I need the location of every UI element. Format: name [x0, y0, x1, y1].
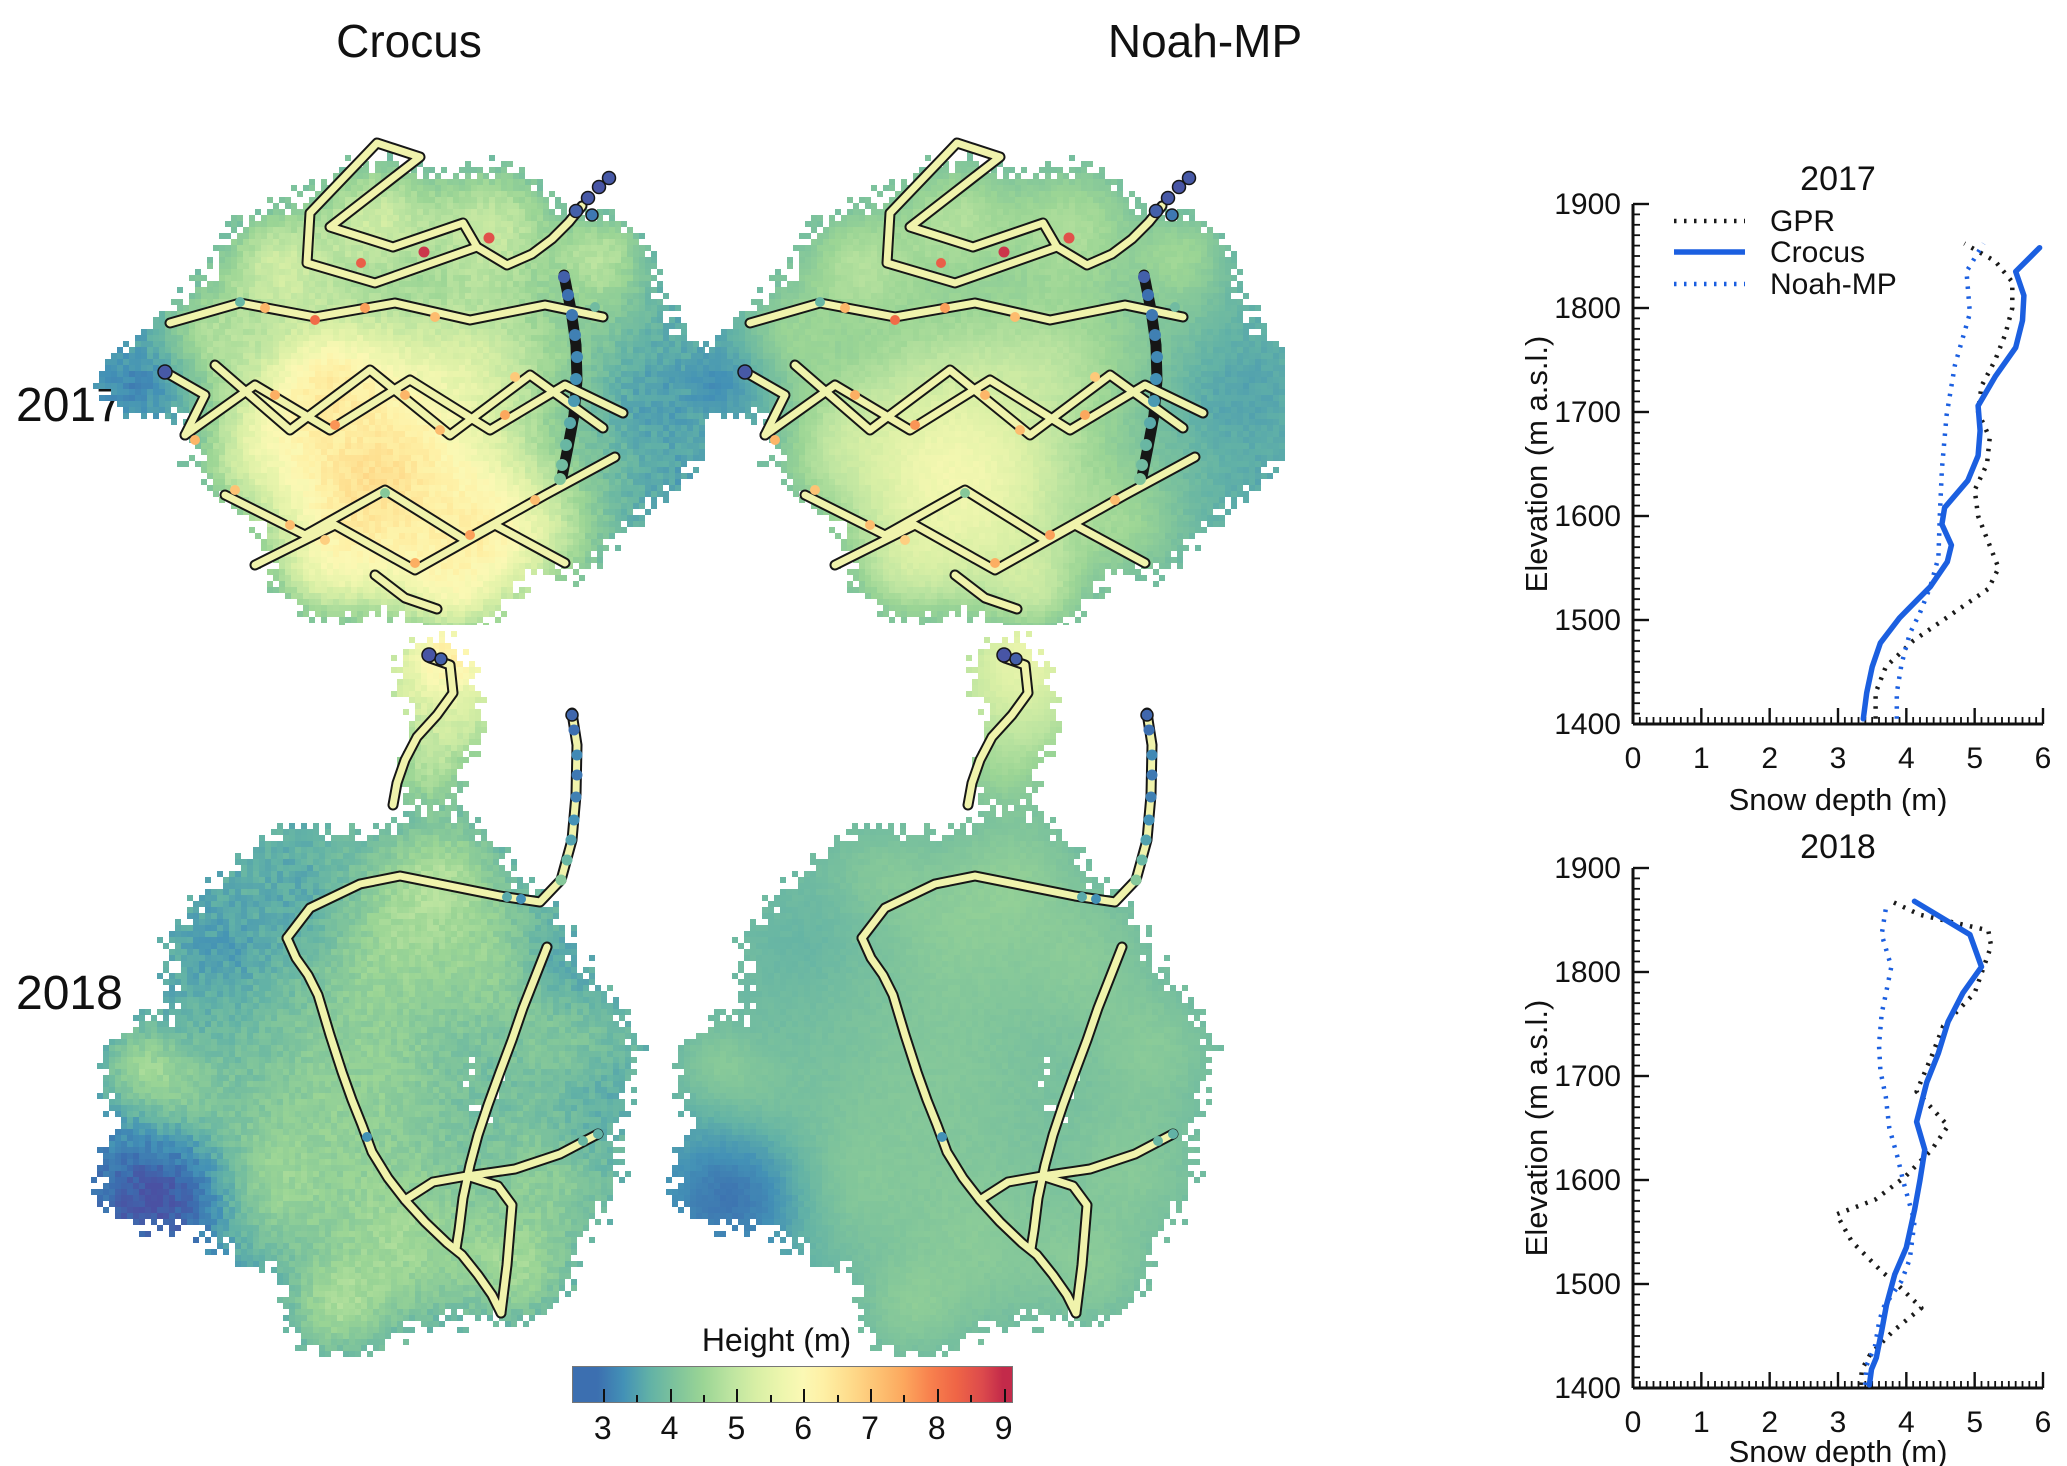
colorbar-tick-label: 9	[994, 1410, 1013, 1446]
profile-plot-2017: 0 1 2 3 4 5 6 1400 1500 1600 1700 1800 1900 Snow dept…	[1519, 160, 2052, 816]
svg-text:1900: 1900	[1554, 852, 1621, 885]
svg-text:1500: 1500	[1554, 604, 1621, 637]
svg-text:Elevation (m a.s.l.): Elevation (m a.s.l.)	[1519, 1000, 1554, 1257]
colorbar-tick-label: 3	[593, 1410, 612, 1446]
svg-text:6: 6	[2035, 1406, 2052, 1439]
colorbar-major-tick	[602, 1389, 605, 1402]
svg-text:6: 6	[2035, 742, 2052, 775]
profile-plot-2018: 0 1 2 3 4 5 6 1400 1500 1600 1700 1800 1900 Snow dept…	[1519, 828, 2052, 1466]
svg-text:Noah-MP: Noah-MP	[1770, 268, 1897, 301]
colorbar: Height (m) 3 4 5 6 7 8 9	[540, 1322, 1060, 1462]
colorbar-tick-label: 8	[927, 1410, 946, 1446]
svg-text:1500: 1500	[1554, 1268, 1621, 1301]
height-map-2017-crocus	[75, 95, 705, 625]
colorbar-tick-label: 7	[861, 1410, 879, 1446]
svg-text:1600: 1600	[1554, 500, 1621, 533]
svg-text:0: 0	[1625, 742, 1642, 775]
colorbar-tick-label: 5	[727, 1410, 746, 1446]
svg-text:Snow depth (m): Snow depth (m)	[1729, 782, 1948, 816]
colorbar-minor-tick	[769, 1395, 772, 1402]
svg-text:GPR: GPR	[1770, 205, 1835, 238]
colorbar-tick-label: 4	[660, 1410, 679, 1446]
svg-text:1700: 1700	[1554, 396, 1621, 429]
colorbar-tick-label: 6	[794, 1410, 813, 1446]
svg-text:5: 5	[1966, 742, 1983, 775]
colorbar-minor-tick	[836, 1395, 839, 1402]
svg-text:4: 4	[1898, 1406, 1915, 1439]
svg-text:1800: 1800	[1554, 956, 1621, 989]
colorbar-minor-tick	[903, 1395, 906, 1402]
svg-text:2: 2	[1761, 742, 1778, 775]
svg-text:2018: 2018	[1800, 828, 1876, 866]
height-map-2017-noahmp	[655, 95, 1285, 625]
svg-text:3: 3	[1830, 1406, 1847, 1439]
svg-text:Crocus: Crocus	[1770, 236, 1865, 269]
svg-text:1800: 1800	[1554, 292, 1621, 325]
svg-text:Elevation (m a.s.l.): Elevation (m a.s.l.)	[1519, 336, 1554, 593]
svg-text:1400: 1400	[1554, 1372, 1621, 1405]
colorbar-gradient	[572, 1366, 1013, 1403]
svg-text:1400: 1400	[1554, 708, 1621, 741]
svg-text:1: 1	[1693, 1406, 1710, 1439]
colorbar-major-tick	[936, 1389, 939, 1402]
colorbar-major-tick	[870, 1389, 872, 1402]
colorbar-major-tick	[1003, 1389, 1006, 1402]
column-header-noahmp: Noah-MP	[1107, 15, 1303, 67]
colorbar-minor-tick	[970, 1395, 973, 1402]
height-map-2018-crocus	[55, 625, 655, 1365]
colorbar-major-tick	[803, 1389, 806, 1402]
svg-text:2: 2	[1761, 1406, 1778, 1439]
colorbar-minor-tick	[702, 1395, 705, 1402]
column-header-crocus: Crocus	[336, 15, 482, 67]
svg-text:2017: 2017	[1800, 160, 1876, 198]
svg-text:1: 1	[1693, 742, 1710, 775]
svg-text:1900: 1900	[1554, 188, 1621, 221]
colorbar-minor-tick	[636, 1395, 639, 1402]
svg-text:5: 5	[1966, 1406, 1983, 1439]
colorbar-title: Height (m)	[701, 1322, 852, 1358]
svg-text:4: 4	[1898, 742, 1915, 775]
svg-text:0: 0	[1625, 1406, 1642, 1439]
height-map-2018-noahmp	[630, 625, 1230, 1365]
svg-text:3: 3	[1830, 742, 1847, 775]
svg-text:1600: 1600	[1554, 1164, 1621, 1197]
colorbar-major-tick	[669, 1389, 672, 1402]
colorbar-major-tick	[736, 1389, 739, 1402]
svg-text:1700: 1700	[1554, 1060, 1621, 1093]
svg-text:Snow depth (m): Snow depth (m)	[1729, 1434, 1948, 1466]
